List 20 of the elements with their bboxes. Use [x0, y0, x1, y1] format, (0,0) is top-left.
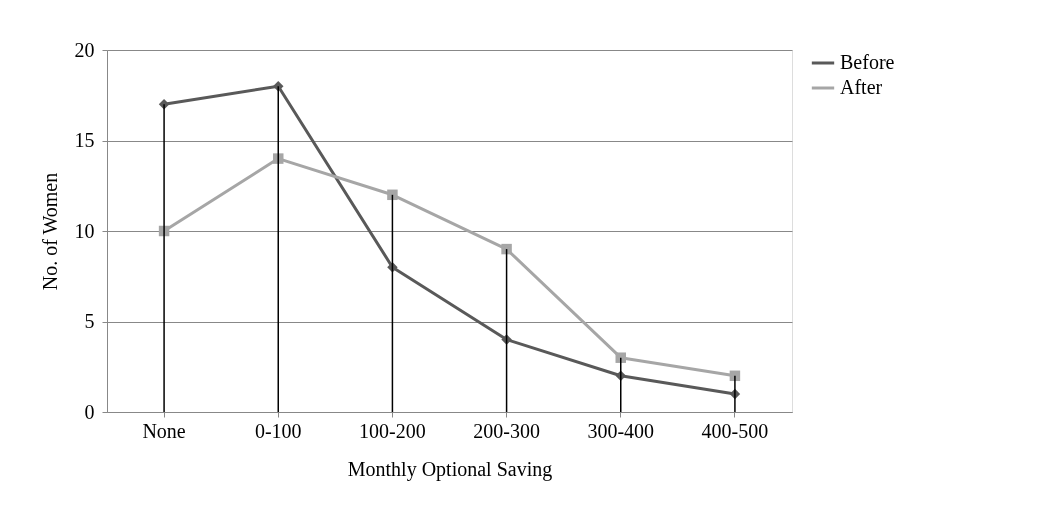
- x-tick-label: 0-100: [254, 419, 302, 442]
- y-tick-label: 15: [74, 129, 95, 151]
- point: [273, 80, 284, 92]
- x-tick-label: 400-500: [701, 419, 769, 442]
- point: [615, 352, 626, 363]
- legend-label: After: [840, 76, 883, 98]
- y-tick-label: 20: [74, 38, 95, 61]
- x-axis-title: Monthly Optional Saving: [347, 457, 553, 481]
- y-tick-label: 10: [74, 219, 95, 242]
- point: [273, 153, 284, 164]
- y-axis-title: No. of Women: [38, 172, 61, 291]
- x-tick-label: None: [142, 419, 186, 442]
- point: [501, 243, 512, 255]
- x-tick-label: 200-300: [473, 419, 540, 442]
- y-tick-label: 0: [84, 400, 95, 423]
- x-tick-label: 100-200: [359, 419, 426, 442]
- x-tick-label: 300-400: [587, 419, 655, 442]
- point: [387, 189, 398, 201]
- legend-label: Before: [840, 51, 895, 73]
- y-tick-label: 5: [84, 310, 95, 332]
